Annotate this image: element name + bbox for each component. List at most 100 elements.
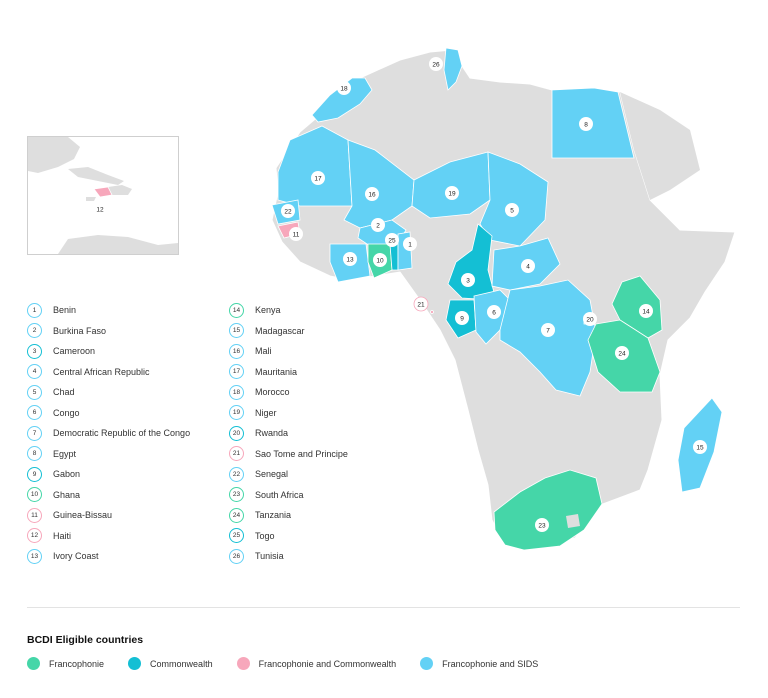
legend-number-badge: 6 — [27, 405, 42, 421]
legend-country-name: Central African Republic — [53, 366, 150, 377]
map-badge-number: 9 — [460, 315, 464, 322]
map-badge-number: 19 — [448, 190, 456, 197]
legend-country-name: South Africa — [255, 489, 304, 500]
legend-item: 19 Niger — [229, 403, 348, 424]
legend-number-badge: 19 — [229, 405, 244, 421]
legend-number-badge: 23 — [229, 487, 244, 503]
map-badge-number: 17 — [314, 175, 322, 182]
map-badge-25: 25 — [385, 233, 399, 247]
legend-number-badge: 5 — [27, 384, 42, 400]
country-drc — [499, 279, 597, 397]
map-badge-number: 14 — [642, 308, 650, 315]
country-list-right: 14 Kenya 15 Madagascar 16 Mali 17 Mauritania 18 M… — [229, 300, 348, 567]
legend-number-badge: 21 — [229, 446, 244, 462]
key-swatch — [128, 657, 142, 670]
map-badge-3: 3 — [461, 273, 475, 287]
legend-item: 20 Rwanda — [229, 423, 348, 444]
legend-item: 13 Ivory Coast — [27, 546, 190, 567]
map-badge-7: 7 — [541, 323, 555, 337]
legend-number-badge: 14 — [229, 302, 244, 318]
key-label: Francophonie — [49, 658, 105, 669]
map-badge-number: 1 — [408, 241, 412, 248]
legend-item: 25 Togo — [229, 526, 348, 547]
legend-item: 4 Central African Republic — [27, 362, 190, 383]
map-badge-14: 14 — [639, 304, 653, 318]
south-america-land — [58, 235, 178, 254]
key-swatch — [420, 657, 434, 670]
legend-country-name: Mauritania — [255, 366, 298, 377]
map-badge-23: 23 — [535, 518, 549, 532]
divider — [27, 607, 740, 608]
legend-number-badge: 1 — [27, 302, 42, 318]
legend-number-badge: 22 — [229, 466, 244, 482]
legend-number-badge: 16 — [229, 343, 244, 359]
legend-item: 15 Madagascar — [229, 321, 348, 342]
legend-country-name: Niger — [255, 407, 277, 418]
map-badge-20: 20 — [583, 312, 597, 326]
legend-item: 17 Mauritania — [229, 362, 348, 383]
key-label: Francophonie and SIDS — [442, 658, 539, 669]
legend-country-name: Ivory Coast — [53, 551, 99, 562]
map-badge-number: 7 — [546, 327, 550, 334]
key-swatch — [27, 657, 40, 670]
map-badge-number: 23 — [538, 522, 546, 529]
legend-item: 6 Congo — [27, 403, 190, 424]
legend-country-name: Gabon — [53, 469, 81, 480]
legend-country-name: Benin — [53, 305, 77, 316]
country-sao-tome — [430, 310, 434, 314]
legend-number-badge: 13 — [27, 548, 42, 564]
legend-item: 24 Tanzania — [229, 505, 348, 526]
map-badge-5: 5 — [505, 203, 519, 217]
map-badge-number: 3 — [466, 277, 470, 284]
map-badge-19: 19 — [445, 186, 459, 200]
legend-item: 14 Kenya — [229, 300, 348, 321]
map-badge-1: 1 — [403, 237, 417, 251]
legend-item: 16 Mali — [229, 341, 348, 362]
legend-number-badge: 11 — [27, 507, 42, 523]
legend-country-name: Togo — [255, 530, 275, 541]
cuba — [68, 167, 124, 185]
map-badge-number: 8 — [584, 121, 588, 128]
map-badge-number: 20 — [586, 316, 594, 323]
map-badge-21: 21 — [413, 296, 429, 312]
legend-item: 9 Gabon — [27, 464, 190, 485]
legend-number-badge: 4 — [27, 364, 42, 380]
legend-number-badge: 15 — [229, 323, 244, 339]
legend-item: 8 Egypt — [27, 444, 190, 465]
map-badge-18: 18 — [337, 81, 351, 95]
legend-country-name: Tanzania — [255, 510, 292, 521]
map-badge-number: 11 — [293, 231, 300, 238]
lesotho — [566, 514, 580, 528]
legend-country-name: Guinea-Bissau — [53, 510, 113, 521]
north-america-land — [28, 137, 80, 173]
map-badge-number: 13 — [346, 256, 354, 263]
legend-item: 7 Democratic Republic of the Congo — [27, 423, 190, 444]
legend-item: 11 Guinea-Bissau — [27, 505, 190, 526]
legend-item: 10 Ghana — [27, 485, 190, 506]
legend-country-name: Egypt — [53, 448, 77, 459]
country-egypt — [551, 87, 635, 159]
legend-country-name: Ghana — [53, 489, 81, 500]
caribbean-map: 12 — [28, 137, 178, 254]
legend-country-name: Democratic Republic of the Congo — [53, 428, 191, 439]
country-list-left: 1 Benin 2 Burkina Faso 3 Cameroon 4 Central Afr… — [27, 300, 190, 567]
map-badge-11: 11 — [289, 227, 303, 241]
key-title: BCDI Eligible countries — [27, 634, 144, 646]
legend-number-badge: 2 — [27, 323, 42, 339]
key-item: Francophonie and Commonwealth — [236, 657, 396, 670]
map-badge-number: 4 — [526, 263, 530, 270]
map-badge-number: 21 — [417, 301, 425, 308]
legend-country-name: Cameroon — [53, 346, 96, 357]
map-badge-8: 8 — [579, 117, 593, 131]
legend-country-name: Congo — [53, 407, 80, 418]
map-badge-2: 2 — [371, 218, 385, 232]
map-badge-24: 24 — [615, 346, 629, 360]
caribbean-inset: 12 — [27, 136, 179, 255]
jamaica — [86, 197, 96, 201]
inset-badges: 12 — [93, 202, 107, 216]
map-badge-26: 26 — [429, 57, 443, 71]
legend-number-badge: 26 — [229, 548, 244, 564]
map-badge-10: 10 — [373, 253, 387, 267]
legend-number-badge: 18 — [229, 384, 244, 400]
